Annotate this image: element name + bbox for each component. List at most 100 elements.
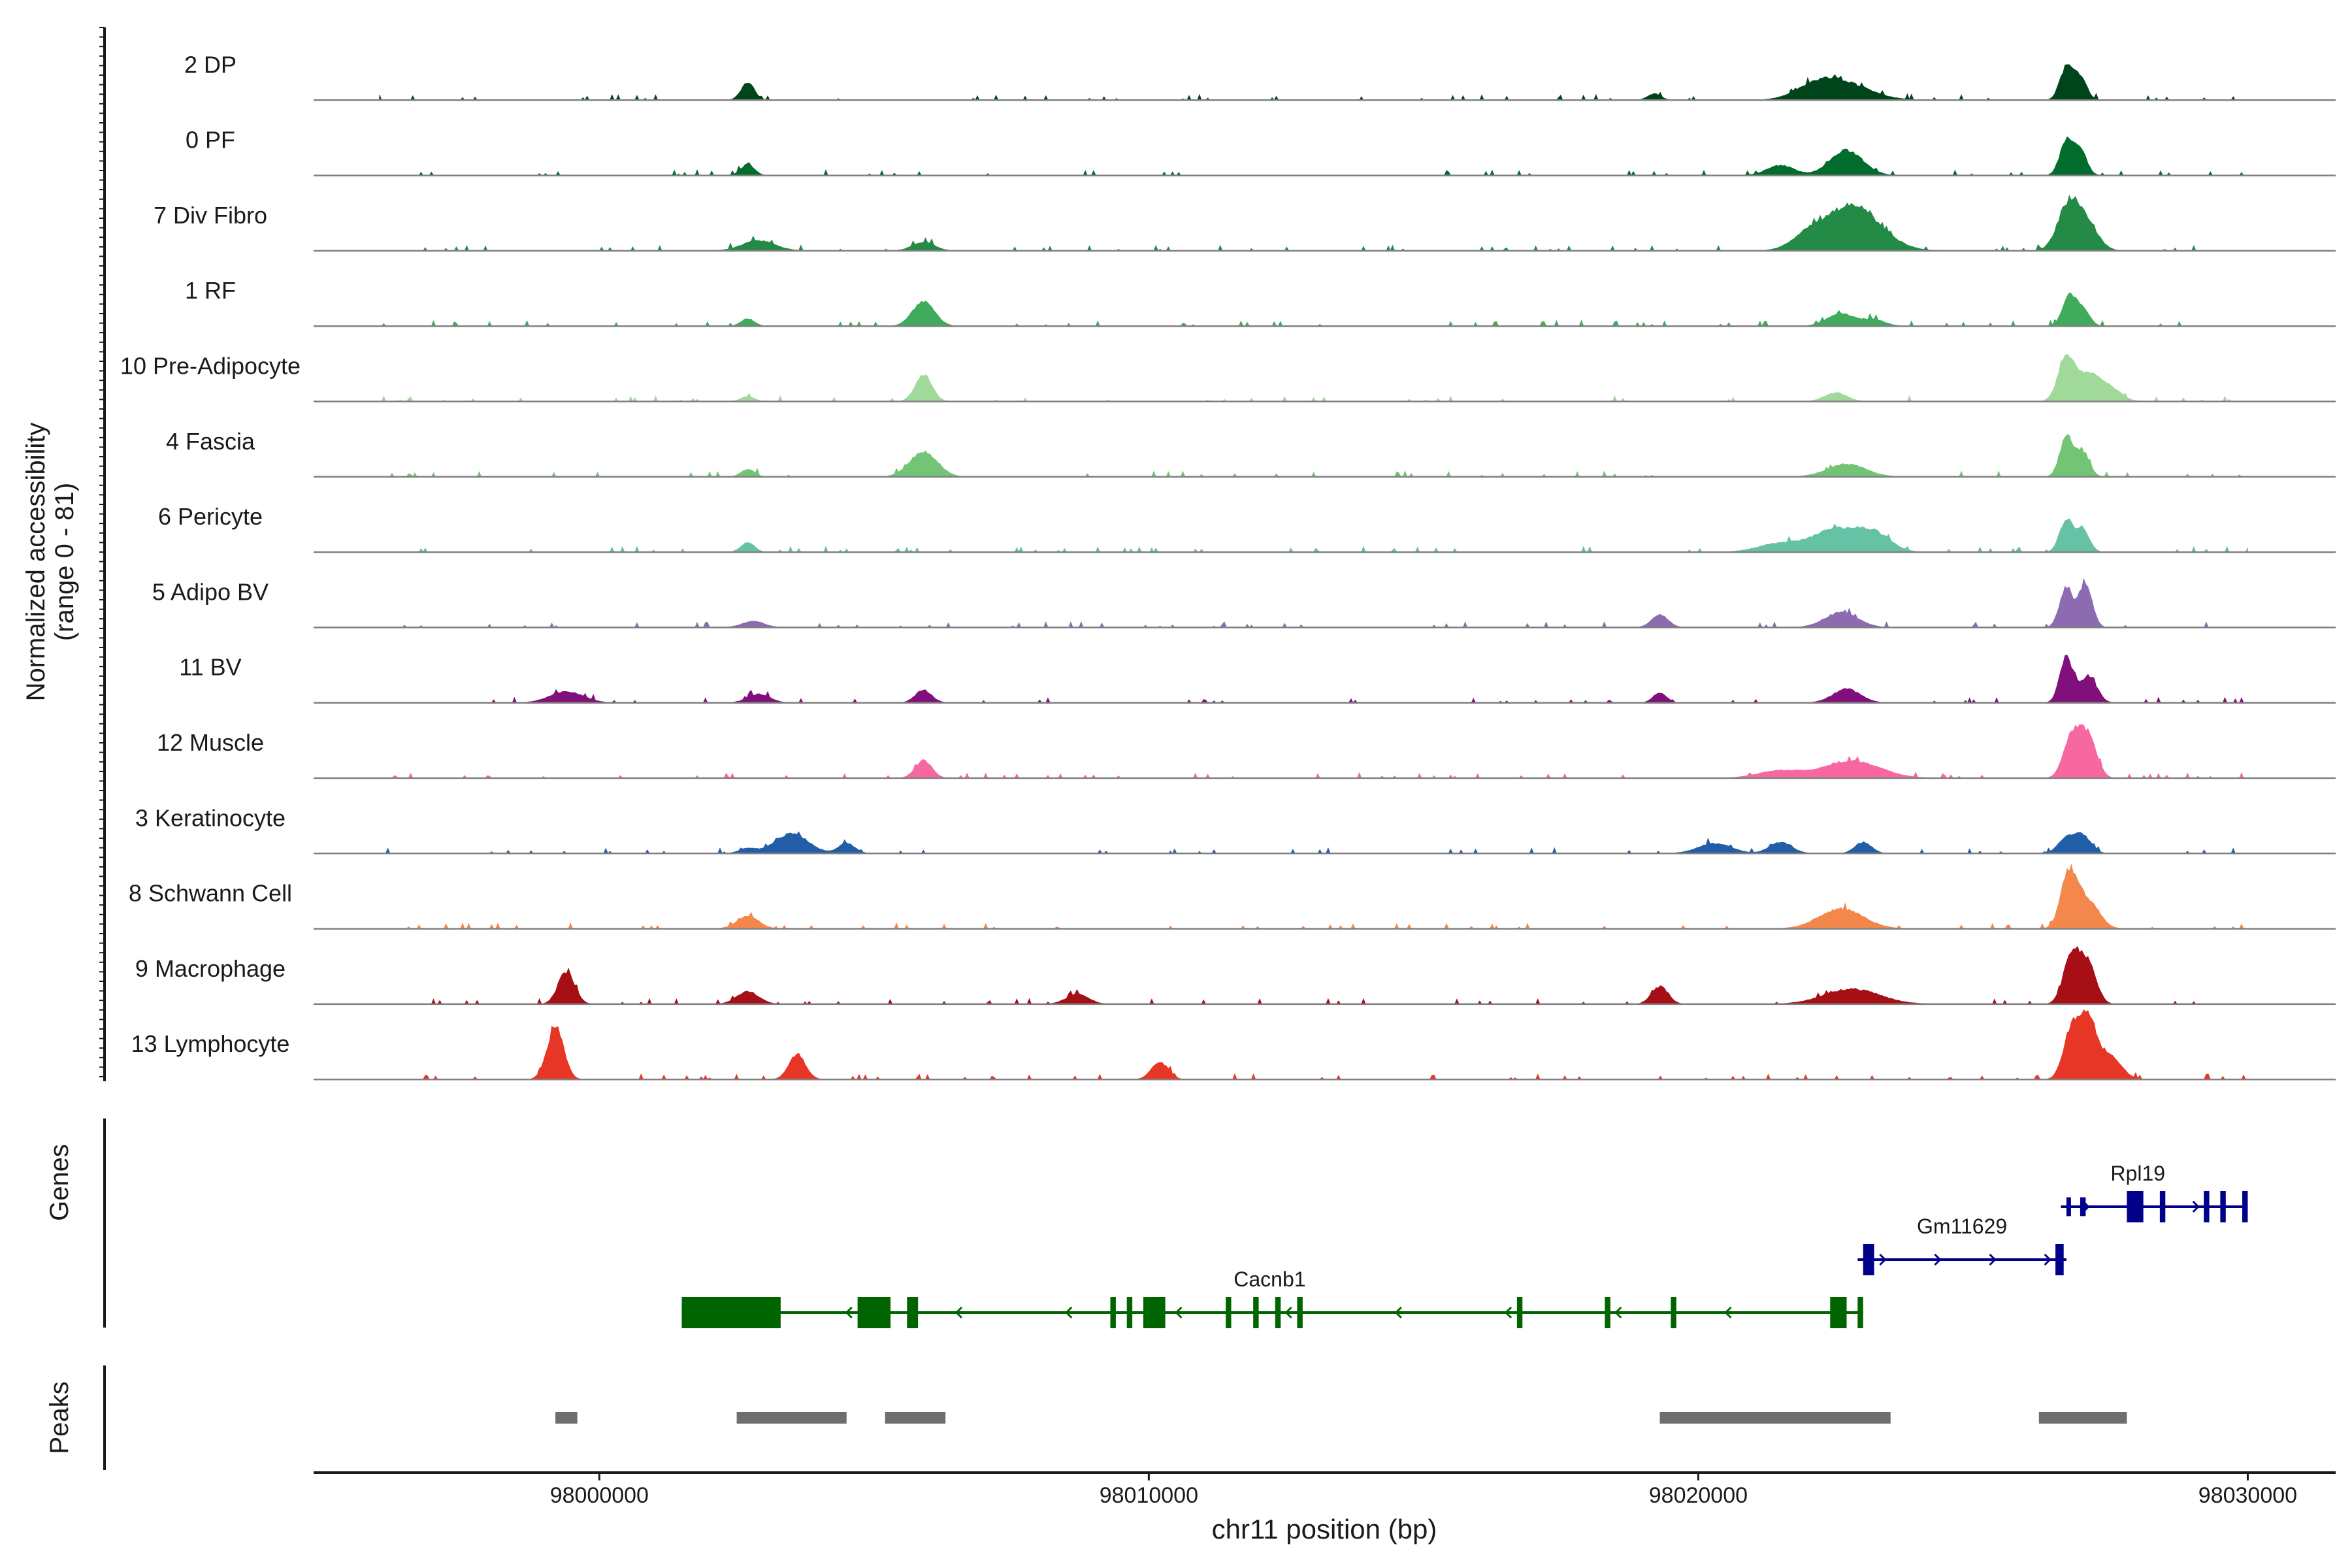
track-label: 9 Macrophage xyxy=(135,955,286,982)
coverage-area xyxy=(379,831,2248,855)
coverage-area xyxy=(379,518,2248,553)
exon xyxy=(681,1297,781,1328)
track-label: 2 DP xyxy=(184,51,237,78)
exon xyxy=(1126,1297,1133,1328)
exon xyxy=(1110,1297,1116,1328)
track-11-bv: 11 BV xyxy=(179,654,2336,704)
track-label: 8 Schwann Cell xyxy=(129,880,292,907)
coverage-area xyxy=(379,136,2248,176)
exon xyxy=(1863,1244,1874,1275)
track-8-schwann-cell: 8 Schwann Cell xyxy=(129,863,2336,930)
track-10-pre-adipocyte: 10 Pre-Adipocyte xyxy=(120,353,2336,402)
strand-arrow xyxy=(845,1306,853,1319)
exon xyxy=(2159,1191,2166,1222)
coverage-area xyxy=(379,724,2248,779)
exon xyxy=(2066,1197,2071,1217)
x-tick-label: 98000000 xyxy=(550,1483,649,1508)
strand-arrow xyxy=(1065,1306,1073,1319)
x-tick-label: 98010000 xyxy=(1100,1483,1198,1508)
strand-arrow xyxy=(1614,1306,1622,1319)
strand-arrow xyxy=(1934,1253,1942,1266)
peak-track xyxy=(103,1365,2127,1470)
exon xyxy=(2204,1191,2210,1222)
strand-arrow xyxy=(1394,1306,1402,1319)
y-axis-title-line1: Normalized accessibility xyxy=(22,423,50,702)
track-label: 0 PF xyxy=(186,127,235,154)
exon xyxy=(2080,1197,2086,1217)
track-label: 13 Lymphocyte xyxy=(131,1030,290,1057)
gene-label: Rpl19 xyxy=(2110,1162,2165,1185)
exon xyxy=(1275,1297,1281,1328)
track-5-adipo-bv: 5 Adipo BV xyxy=(152,578,2336,629)
exon xyxy=(907,1297,919,1328)
coverage-area xyxy=(379,195,2248,252)
genes-track-label: Genes xyxy=(45,1144,74,1221)
coverage-area xyxy=(379,64,2248,101)
exon xyxy=(1253,1297,1259,1328)
track-7-div-fibro: 7 Div Fibro xyxy=(154,195,2336,252)
exon xyxy=(1297,1297,1303,1328)
gene-rpl19: Rpl19 xyxy=(2061,1162,2248,1222)
peak-region xyxy=(1659,1412,1891,1424)
strand-arrow xyxy=(1284,1306,1292,1319)
coverage-area xyxy=(379,945,2248,1005)
exon xyxy=(1830,1297,1847,1328)
strand-arrow xyxy=(1504,1306,1512,1319)
track-9-macrophage: 9 Macrophage xyxy=(135,945,2336,1005)
strand-arrow xyxy=(1989,1253,1997,1266)
coverage-tracks: 2 DP 0 PF 7 Div Fibro 1 RF 10 Pre-Adipocyte 4… xyxy=(120,51,2336,1081)
peaks-track-label: Peaks xyxy=(45,1381,74,1454)
peak-region xyxy=(2038,1412,2127,1424)
exon xyxy=(1671,1297,1676,1328)
strand-arrow xyxy=(2192,1200,2200,1213)
strand-arrow xyxy=(1175,1306,1183,1319)
peak-region xyxy=(885,1412,946,1424)
exon xyxy=(2127,1191,2144,1222)
accessibility-y-axis xyxy=(99,27,106,1081)
track-label: 3 Keratinocyte xyxy=(135,804,286,831)
coverage-area xyxy=(379,863,2248,930)
y-axis-title-line2: (range 0 - 81) xyxy=(50,483,79,641)
exon xyxy=(2055,1244,2064,1275)
coverage-area xyxy=(379,434,2248,478)
track-label: 6 Pericyte xyxy=(158,503,263,530)
x-axis: 98000000 98010000 98020000 98030000 xyxy=(314,1471,2336,1508)
track-2-dp: 2 DP xyxy=(184,51,2336,101)
exon xyxy=(1857,1297,1863,1328)
track-0-pf: 0 PF xyxy=(186,127,2336,176)
track-12-muscle: 12 Muscle xyxy=(157,724,2336,779)
exon xyxy=(2242,1191,2248,1222)
gene-track: Cacnb1 Gm11629 Rpl19 xyxy=(103,1119,2248,1328)
track-3-keratinocyte: 3 Keratinocyte xyxy=(135,804,2336,855)
track-6-pericyte: 6 Pericyte xyxy=(158,503,2336,553)
coverage-area xyxy=(379,655,2248,704)
track-label: 1 RF xyxy=(185,277,236,304)
gene-label: Gm11629 xyxy=(1917,1215,2007,1238)
track-label: 4 Fascia xyxy=(166,428,255,455)
track-1-rf: 1 RF xyxy=(185,277,2336,327)
coverage-area xyxy=(379,578,2248,629)
strand-arrow xyxy=(2044,1253,2051,1266)
track-13-lymphocyte: 13 Lymphocyte xyxy=(131,1009,2336,1081)
track-label: 11 BV xyxy=(179,654,241,681)
coverage-area xyxy=(379,353,2248,402)
track-label: 12 Muscle xyxy=(157,729,264,756)
peak-region xyxy=(555,1412,578,1424)
exon xyxy=(2220,1191,2226,1222)
gene-gm11629: Gm11629 xyxy=(1857,1215,2066,1275)
track-label: 7 Div Fibro xyxy=(154,202,267,229)
peak-region xyxy=(736,1412,847,1424)
x-tick-label: 98030000 xyxy=(2198,1483,2297,1508)
exon xyxy=(1605,1297,1610,1328)
gene-cacnb1: Cacnb1 xyxy=(681,1267,1863,1328)
track-4-fascia: 4 Fascia xyxy=(166,428,2336,478)
strand-arrow xyxy=(1724,1306,1732,1319)
track-label: 10 Pre-Adipocyte xyxy=(120,353,301,380)
track-label: 5 Adipo BV xyxy=(152,578,269,605)
coverage-area xyxy=(379,292,2248,327)
strand-arrow xyxy=(955,1306,963,1319)
x-axis-title: chr11 position (bp) xyxy=(1212,1514,1437,1544)
exon xyxy=(1516,1297,1523,1328)
gene-label: Cacnb1 xyxy=(1233,1267,1305,1291)
